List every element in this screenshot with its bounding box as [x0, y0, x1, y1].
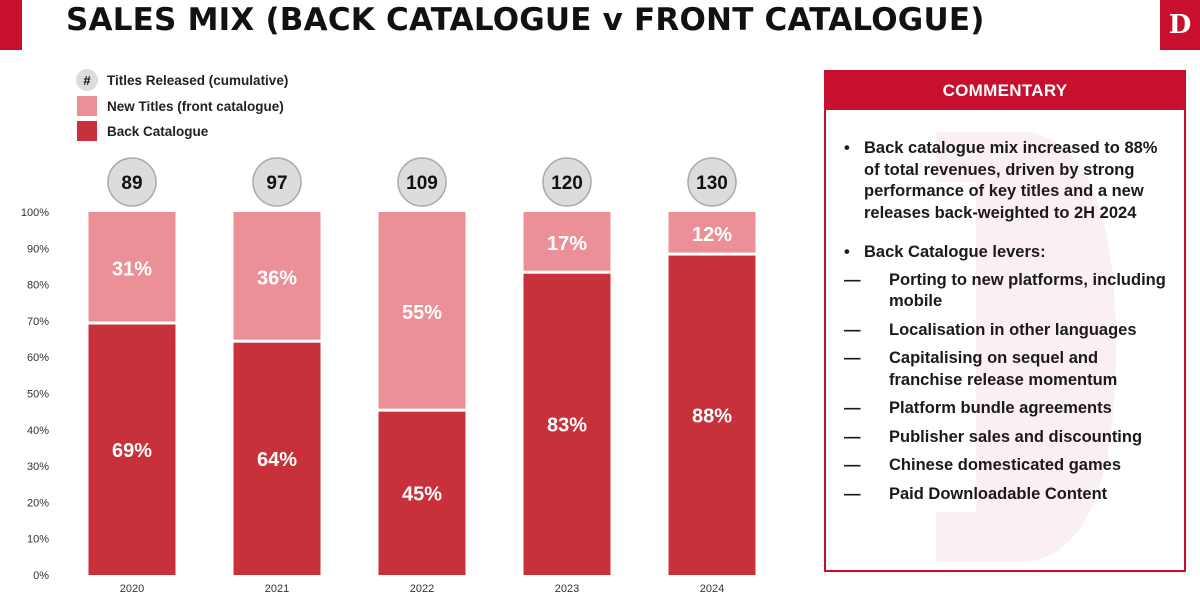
bar-new-titles — [668, 212, 756, 253]
legend-titles-marker-text: # — [83, 73, 91, 88]
lever-item: — Chinese domesticated games — [844, 455, 1172, 477]
lever-item: — Capitalising on sequel and franchise re… — [844, 348, 1172, 391]
levers-list: — Porting to new platforms, including mob… — [844, 270, 1172, 506]
titles-released-bubble — [687, 157, 737, 207]
y-tick-label: 10% — [27, 534, 49, 546]
bar-new-titles — [88, 212, 176, 322]
titles-released-value: 89 — [121, 173, 142, 194]
commentary-bullet: • Back Catalogue levers: — [844, 242, 1172, 264]
bar-new-titles — [378, 212, 466, 409]
titles-released-bubble — [542, 157, 592, 207]
x-tick-label: 2021 — [265, 583, 289, 595]
logo-letter: D — [1168, 10, 1192, 40]
y-tick-label: 80% — [27, 280, 49, 292]
lever-text: Paid Downloadable Content — [889, 484, 1108, 503]
y-tick-label: 20% — [27, 497, 49, 509]
commentary-heading: COMMENTARY — [826, 72, 1184, 113]
legend-titles-marker — [76, 69, 98, 91]
x-tick-label: 2022 — [410, 583, 434, 595]
corner-accent-left — [0, 0, 22, 50]
lever-text: Capitalising on sequel and franchise rel… — [889, 349, 1118, 389]
legend-new-swatch — [77, 96, 97, 116]
sub-mark: — — [844, 427, 861, 446]
commentary-panel: COMMENTARY • Back catalogue mix increase… — [824, 70, 1186, 572]
bar-new-titles — [233, 212, 321, 340]
page-title: SALES MIX (BACK CATALOGUE v FRONT CATALO… — [66, 2, 985, 38]
lever-text: Chinese domesticated games — [889, 456, 1121, 474]
sub-mark: — — [844, 270, 861, 289]
y-tick-label: 40% — [27, 425, 49, 437]
x-tick-label: 2024 — [700, 583, 724, 595]
y-tick-label: 60% — [27, 352, 49, 364]
sub-mark: — — [844, 399, 861, 417]
bar-back-catalogue — [378, 411, 466, 575]
bullet-mark: • — [844, 243, 850, 261]
bullet-text: Back Catalogue levers: — [864, 243, 1046, 261]
bar-back-catalogue — [523, 273, 611, 575]
x-tick-label: 2020 — [120, 583, 144, 595]
y-tick-label: 90% — [27, 243, 49, 255]
bar-new-value-label: 36% — [257, 267, 297, 289]
y-tick-label: 70% — [27, 316, 49, 328]
titles-released-value: 130 — [696, 173, 728, 194]
bullet-mark: • — [844, 139, 850, 157]
sub-mark: — — [844, 349, 861, 367]
legend-back-swatch — [77, 121, 97, 141]
sub-mark: — — [844, 456, 861, 474]
bar-new-value-label: 12% — [692, 224, 732, 246]
x-tick-label: 2023 — [555, 583, 579, 595]
titles-released-value: 97 — [266, 173, 287, 194]
bar-new-value-label: 55% — [402, 302, 442, 324]
lever-text: Platform bundle agreements — [889, 399, 1112, 417]
logo-watermark-icon — [936, 132, 1116, 562]
bar-back-value-label: 69% — [112, 440, 152, 462]
lever-item: — Paid Downloadable Content — [844, 484, 1172, 506]
legend-titles-label: Titles Released (cumulative) — [107, 73, 288, 88]
y-tick-label: 0% — [33, 570, 49, 582]
bar-back-value-label: 64% — [257, 449, 297, 471]
titles-released-bubble — [107, 157, 157, 207]
lever-item: — Publisher sales and discounting — [844, 427, 1172, 449]
bar-back-value-label: 45% — [402, 483, 442, 505]
bar-back-catalogue — [233, 342, 321, 575]
lever-text: Publisher sales and discounting — [889, 427, 1143, 446]
sub-mark: — — [844, 320, 861, 339]
titles-released-bubble — [252, 157, 302, 207]
y-tick-label: 100% — [21, 207, 49, 219]
y-tick-label: 30% — [27, 461, 49, 473]
commentary-body: • Back catalogue mix increased to 88% of… — [826, 113, 1184, 505]
y-tick-label: 50% — [27, 389, 49, 401]
bar-back-catalogue — [88, 324, 176, 575]
brand-logo: D — [1160, 0, 1200, 50]
legend-new-label: New Titles (front catalogue) — [107, 99, 284, 114]
lever-text: Localisation in other languages — [889, 320, 1137, 339]
titles-released-value: 120 — [551, 173, 583, 194]
bar-back-value-label: 83% — [547, 414, 587, 436]
bar-new-value-label: 17% — [547, 233, 587, 255]
bar-back-value-label: 88% — [692, 405, 732, 427]
titles-released-bubble — [397, 157, 447, 207]
lever-item: — Platform bundle agreements — [844, 398, 1172, 420]
commentary-bullet: • Back catalogue mix increased to 88% of… — [844, 138, 1172, 224]
bar-new-value-label: 31% — [112, 258, 152, 280]
bar-new-titles — [523, 212, 611, 271]
titles-released-value: 109 — [406, 173, 438, 194]
sub-mark: — — [844, 484, 861, 503]
lever-text: Porting to new platforms, including mobi… — [889, 270, 1166, 311]
bullet-text: Back catalogue mix increased to 88% of t… — [864, 139, 1158, 222]
sales-mix-chart: # Titles Released (cumulative) New Titles … — [21, 69, 756, 595]
bar-back-catalogue — [668, 255, 756, 575]
lever-item: — Localisation in other languages — [844, 320, 1172, 342]
legend-back-label: Back Catalogue — [107, 124, 209, 139]
lever-item: — Porting to new platforms, including mob… — [844, 270, 1172, 313]
